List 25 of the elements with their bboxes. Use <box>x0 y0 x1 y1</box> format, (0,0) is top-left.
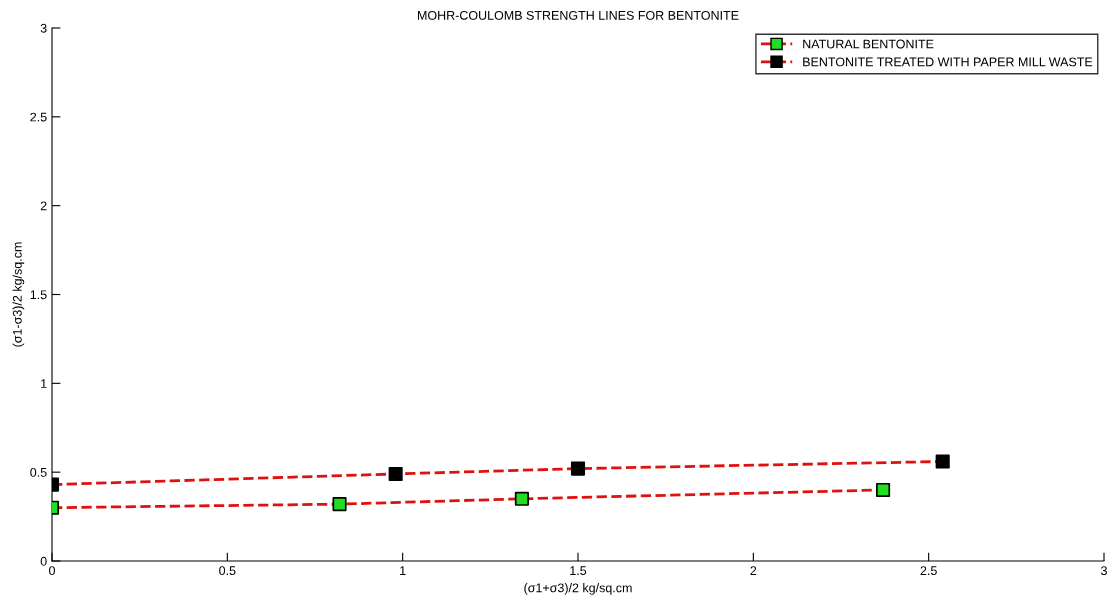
x-tick-label: 1 <box>400 566 406 575</box>
x-tick-label: 3 <box>1101 566 1107 576</box>
x-tick-label: 2 <box>750 566 757 575</box>
y-tick-label: 2 <box>40 201 47 211</box>
chart-title: MOHR-COULOMB STRENGTH LINES FOR BENTONITE <box>418 10 739 20</box>
y-tick-label: 1 <box>41 379 47 388</box>
legend-label: BENTONITE TREATED WITH PAPER MILL WASTE <box>803 57 1093 67</box>
point <box>388 466 403 481</box>
x-tick-label: 0 <box>49 566 55 576</box>
point <box>514 491 529 506</box>
y-tick-label: 3 <box>40 23 47 33</box>
y-axis-title: (σ1-σ3)/2 kg/sq.cm <box>12 242 25 347</box>
y-tick-label: 0.5 <box>30 467 47 477</box>
point <box>876 482 891 497</box>
x-tick-label: 1.5 <box>570 566 587 576</box>
point <box>332 497 347 512</box>
x-tick-label: 0.5 <box>219 566 236 576</box>
x-tick-label: 2.5 <box>920 566 937 576</box>
y-tick-label: 1.5 <box>30 290 47 300</box>
x-axis-title: (σ1+σ3)/2 kg/sq.cm <box>524 583 632 595</box>
point <box>570 461 586 476</box>
y-tick-label: 0 <box>40 556 47 566</box>
point <box>935 454 950 469</box>
legend-label: NATURAL BENTONITE <box>803 39 934 49</box>
y-tick-label: 2.5 <box>30 112 47 122</box>
